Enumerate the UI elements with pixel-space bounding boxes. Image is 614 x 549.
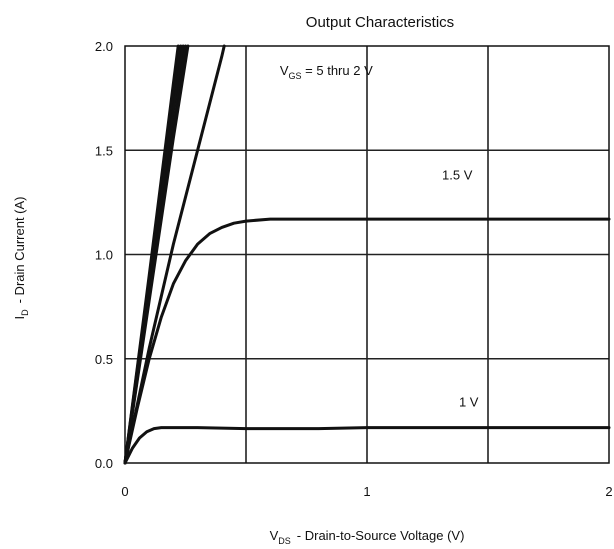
x-axis-label: VDS - Drain-to-Source Voltage (V) xyxy=(270,528,465,546)
y-tick-label: 1.5 xyxy=(95,143,113,158)
y-axis-label-text: - Drain Current (A) xyxy=(12,196,27,303)
x-tick-label: 0 xyxy=(121,484,128,499)
x-tick-label: 1 xyxy=(363,484,370,499)
annotation-text: = 5 thru 2 V xyxy=(302,63,374,78)
y-tick-label: 2.0 xyxy=(95,39,113,54)
curve-6 xyxy=(123,217,611,465)
tick-layer: 0 1 2 0.0 0.5 1.0 1.5 2.0 xyxy=(95,39,613,499)
x-tick-label: 2 xyxy=(605,484,612,499)
curve-annotation-1: 1.5 V xyxy=(442,167,473,182)
chart-title: Output Characteristics xyxy=(306,14,454,31)
annotation-subscript: GS xyxy=(289,71,302,81)
annotation-symbol: V xyxy=(280,63,289,78)
x-axis-label-symbol: V xyxy=(270,528,279,543)
y-axis-label-symbol: I xyxy=(12,316,27,320)
curve-4 xyxy=(123,44,190,465)
plot-frame xyxy=(124,45,610,464)
y-tick-label: 1.0 xyxy=(95,248,113,263)
curve-annotation-0: VGS = 5 thru 2 V xyxy=(280,63,373,81)
curve-5 xyxy=(123,44,226,465)
curve-annotation-2: 1 V xyxy=(459,395,479,410)
y-tick-label: 0.0 xyxy=(95,456,113,471)
y-axis-label-subscript: D xyxy=(20,309,30,316)
annotation-layer: VGS = 5 thru 2 V 1.5 V 1 V xyxy=(280,63,479,410)
grid-layer xyxy=(125,46,609,463)
x-axis-label-subscript: DS xyxy=(278,536,291,546)
series-layer xyxy=(123,44,611,465)
curve-7 xyxy=(123,426,611,465)
x-axis-label-text: - Drain-to-Source Voltage (V) xyxy=(297,528,465,543)
y-axis-label: ID - Drain Current (A) xyxy=(12,196,30,319)
y-tick-label: 0.5 xyxy=(95,352,113,367)
